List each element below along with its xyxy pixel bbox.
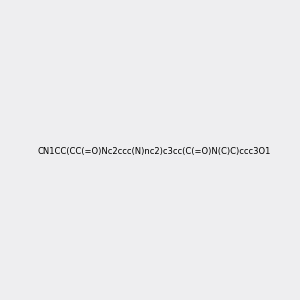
Text: CN1CC(CC(=O)Nc2ccc(N)nc2)c3cc(C(=O)N(C)C)ccc3O1: CN1CC(CC(=O)Nc2ccc(N)nc2)c3cc(C(=O)N(C)C…: [37, 147, 270, 156]
